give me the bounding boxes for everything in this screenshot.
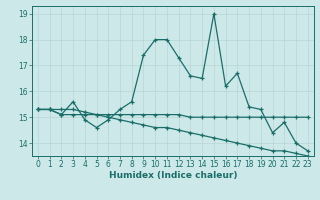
X-axis label: Humidex (Indice chaleur): Humidex (Indice chaleur): [108, 171, 237, 180]
